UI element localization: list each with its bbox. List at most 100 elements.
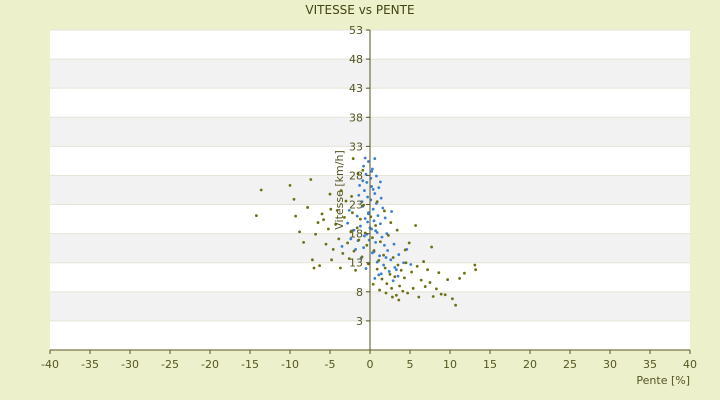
data-point — [403, 248, 407, 252]
data-point — [363, 156, 367, 160]
data-point — [311, 258, 314, 262]
data-point — [363, 217, 367, 220]
data-point — [306, 206, 309, 209]
data-point — [371, 188, 375, 191]
y-tick-label: 38 — [349, 111, 363, 124]
data-point — [362, 164, 365, 168]
x-tick-label: 20 — [523, 358, 537, 371]
data-point — [372, 219, 376, 223]
data-point — [358, 183, 361, 187]
x-tick-label: 5 — [407, 358, 414, 371]
x-tick-label: -25 — [161, 358, 179, 371]
data-point — [356, 172, 360, 176]
data-point — [349, 237, 353, 241]
data-point — [375, 174, 378, 178]
data-point — [402, 261, 405, 265]
data-point — [380, 277, 384, 281]
data-point — [339, 266, 342, 270]
data-point — [373, 157, 377, 160]
data-point — [322, 218, 325, 222]
data-point — [344, 199, 348, 203]
data-point — [383, 266, 387, 270]
data-point — [371, 236, 374, 240]
x-tick-label: 35 — [643, 358, 657, 371]
data-point — [314, 232, 317, 236]
data-point — [294, 214, 297, 218]
data-point — [343, 215, 346, 219]
data-point — [363, 189, 366, 192]
data-point — [349, 230, 353, 234]
data-point — [351, 157, 355, 160]
data-point — [451, 297, 454, 301]
data-point — [397, 253, 401, 256]
data-point — [365, 243, 369, 247]
data-point — [354, 268, 357, 272]
x-tick-label: 15 — [483, 358, 497, 371]
data-point — [292, 197, 296, 201]
y-tick-label: 33 — [349, 140, 363, 153]
x-tick-label: 40 — [683, 358, 697, 371]
data-point — [395, 268, 398, 272]
data-point — [393, 265, 397, 269]
data-point — [380, 235, 384, 239]
y-tick-label: 13 — [349, 257, 363, 270]
data-point — [371, 167, 374, 171]
data-point — [377, 273, 381, 277]
data-point — [340, 245, 344, 248]
data-point — [352, 228, 356, 232]
data-point — [355, 226, 359, 230]
data-point — [398, 284, 401, 288]
data-point — [387, 233, 390, 237]
data-point — [367, 212, 370, 216]
data-point — [463, 271, 466, 275]
data-point — [379, 240, 382, 244]
data-point — [383, 216, 387, 220]
data-point — [399, 268, 403, 272]
x-tick-label: -30 — [121, 358, 139, 371]
data-point — [357, 193, 361, 197]
data-point — [443, 293, 447, 297]
data-point — [330, 258, 333, 262]
data-point — [363, 231, 367, 235]
data-points — [255, 156, 477, 307]
data-point — [360, 255, 364, 259]
data-point — [390, 210, 393, 213]
data-point — [334, 222, 337, 226]
chart-title: VITESSE vs PENTE — [305, 3, 414, 17]
data-point — [392, 242, 396, 246]
data-point — [352, 249, 356, 253]
data-point — [378, 254, 381, 258]
data-point — [374, 229, 377, 233]
data-point — [373, 277, 377, 280]
data-point — [377, 259, 381, 262]
x-tick-label: -20 — [201, 358, 219, 371]
y-tick-label: 48 — [349, 53, 363, 66]
data-point — [411, 286, 415, 290]
data-point — [346, 241, 349, 245]
data-point — [437, 271, 441, 275]
y-tick-label: 3 — [356, 315, 363, 328]
data-point — [359, 224, 362, 228]
data-point — [384, 291, 388, 295]
data-point — [385, 282, 389, 286]
x-tick-label: -5 — [325, 358, 336, 371]
data-point — [458, 277, 461, 280]
data-point — [379, 222, 382, 226]
data-point — [360, 200, 364, 204]
data-point — [395, 228, 399, 232]
data-point — [316, 221, 320, 224]
data-point — [391, 295, 394, 299]
data-point — [428, 281, 432, 284]
data-point — [439, 292, 443, 296]
data-point — [397, 298, 401, 302]
data-point — [393, 275, 397, 279]
x-tick-label: 30 — [603, 358, 617, 371]
data-point — [431, 295, 435, 298]
data-point — [337, 237, 341, 241]
data-point — [407, 241, 411, 245]
data-point — [329, 207, 333, 211]
data-point — [473, 263, 477, 267]
data-point — [359, 217, 362, 221]
data-point — [391, 279, 395, 283]
